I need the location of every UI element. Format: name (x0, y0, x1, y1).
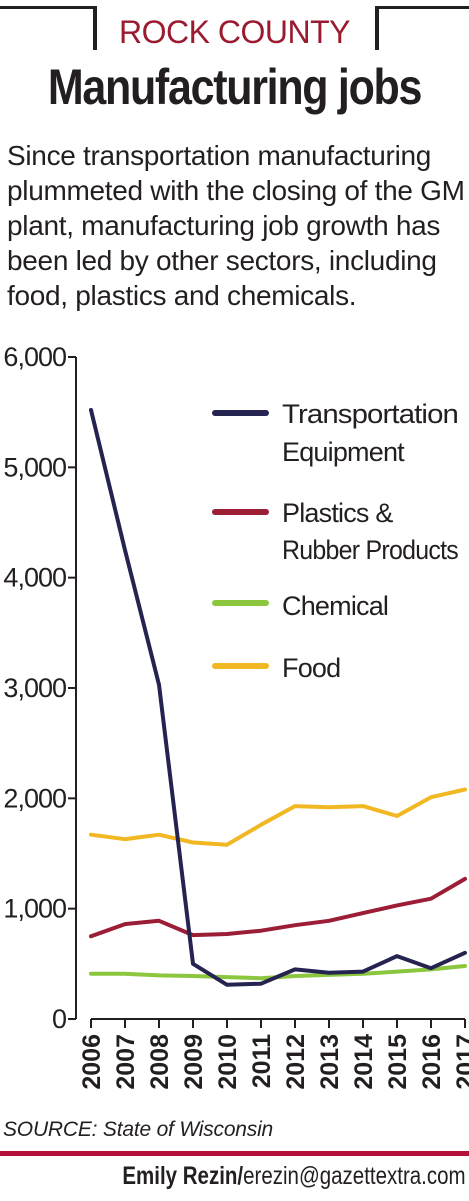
x-tick-label: 2008 (146, 1034, 174, 1090)
x-tick-label: 2007 (112, 1034, 140, 1090)
kicker-top-rule-right (379, 6, 469, 9)
bottom-rule (0, 1151, 469, 1156)
legend-label: Food (282, 653, 340, 683)
series-line-transportation-equipment (89, 408, 467, 987)
y-tick-label: 6,000 (3, 342, 66, 372)
x-tick-label: 2013 (316, 1034, 344, 1090)
x-tick-label: 2010 (214, 1034, 242, 1090)
y-tick-label: 0 (52, 1004, 66, 1034)
series-line-plastics-rubber-products (89, 876, 467, 939)
credit-name: Emily Rezin/ (122, 1162, 244, 1190)
y-tick-label: 2,000 (3, 783, 66, 813)
legend-label: Transportation (282, 399, 458, 429)
x-tick-label: 2015 (384, 1034, 412, 1090)
y-tick-label: 3,000 (3, 673, 66, 703)
legend-label: Chemical (282, 591, 388, 621)
x-tick-label: 2017 (452, 1034, 469, 1090)
x-tick-label: 2016 (418, 1034, 446, 1090)
headline: Manufacturing jobs (47, 59, 423, 115)
series-line-food (89, 787, 467, 847)
dek: Since transportation manufacturing plumm… (7, 140, 465, 311)
x-tick-label: 2009 (180, 1034, 208, 1090)
kicker-box: ROCK COUNTY (0, 0, 469, 58)
source-note: SOURCE: State of Wisconsin (3, 1118, 274, 1141)
kicker-top-rule-left (0, 6, 93, 9)
legend-label: Equipment (282, 437, 405, 467)
kicker-right-rule (375, 6, 379, 50)
x-tick-label: 2012 (282, 1034, 310, 1090)
legend-label: Plastics & (282, 498, 393, 528)
kicker-left-rule (93, 6, 97, 50)
credit-line: Emily Rezin/erezin@gazettextra.com (123, 1162, 466, 1191)
x-tick-label: 2014 (350, 1034, 378, 1090)
y-tick-label: 5,000 (3, 452, 66, 482)
y-tick-label: 4,000 (3, 563, 66, 593)
x-tick-label: 2011 (248, 1034, 276, 1088)
x-tick-label: 2006 (78, 1034, 106, 1090)
y-tick-label: 1,000 (3, 894, 66, 924)
kicker: ROCK COUNTY (119, 14, 350, 50)
credit-email: erezin@gazettextra.com (243, 1162, 466, 1190)
legend-label: Rubber Products (282, 535, 458, 565)
